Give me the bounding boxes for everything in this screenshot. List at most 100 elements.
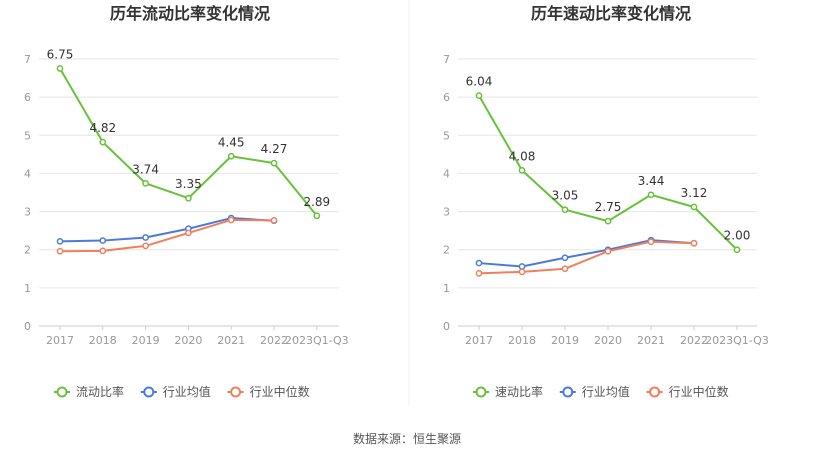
x-tick-label: 2022: [260, 334, 288, 347]
current-ratio-chart: 历年流动比率变化情况 0 1 2 3 4 5 6 7 2017 2018 2019 2020 2021 20…: [24, 4, 349, 399]
x-tick-label: 2023Q1-Q3: [285, 334, 349, 347]
data-source: 数据来源：恒生聚源: [353, 431, 461, 446]
data-point: [561, 206, 569, 214]
data-point: [604, 247, 612, 255]
data-point: [142, 179, 149, 187]
data-point: [561, 254, 569, 262]
data-label: 6.04: [466, 75, 493, 89]
y-tick-label: 6: [443, 91, 450, 104]
x-tick-label: 2018: [508, 334, 536, 347]
series-line: [478, 239, 695, 268]
data-point: [604, 217, 612, 225]
legend-item: 行业中位数: [227, 384, 310, 399]
legend-marker-icon: [143, 386, 155, 398]
legend-marker-icon: [230, 386, 242, 398]
data-point: [690, 203, 698, 211]
data-label: 6.75: [47, 48, 74, 62]
data-point: [561, 265, 569, 273]
x-tick-label: 2017: [46, 334, 74, 347]
legend-item: 行业中位数: [646, 384, 729, 399]
legend-label: 行业中位数: [669, 384, 729, 399]
data-point: [142, 242, 149, 250]
y-tick-label: 2: [24, 244, 31, 257]
data-point: [313, 212, 321, 220]
data-point: [518, 263, 526, 270]
data-point: [647, 238, 655, 246]
data-point: [475, 92, 483, 99]
data-label: 3.05: [552, 189, 579, 203]
series-line: [478, 95, 738, 251]
legend-label: 流动比率: [76, 384, 124, 399]
data-label: 4.45: [218, 135, 245, 149]
legend-label: 行业均值: [163, 384, 211, 399]
series-line: [478, 240, 695, 275]
data-point: [518, 167, 526, 174]
data-label: 2.00: [724, 229, 751, 243]
y-tick-label: 7: [443, 53, 450, 66]
legend-marker-icon: [562, 386, 574, 398]
data-point: [99, 237, 107, 244]
data-point: [185, 194, 192, 202]
x-tick-label: 2020: [594, 334, 622, 347]
x-tick-label: 2022: [680, 334, 708, 347]
x-tick-label: 2019: [132, 334, 160, 347]
x-tick-label: 2019: [551, 334, 579, 347]
y-tick-label: 7: [24, 53, 31, 66]
y-tick-label: 4: [443, 167, 450, 180]
x-tick-label: 2017: [465, 334, 493, 347]
chart-title: 历年速动比率变化情况: [531, 4, 691, 23]
data-label: 4.82: [89, 121, 116, 135]
quick-ratio-chart: 历年速动比率变化情况 0 1 2 3 4 5 6 7 2017 2018 2019 2020 2021 20…: [443, 4, 769, 399]
data-label: 4.27: [261, 142, 288, 156]
y-tick-label: 0: [443, 320, 450, 333]
data-point: [99, 247, 107, 255]
y-tick-label: 5: [443, 129, 450, 142]
y-tick-label: 2: [443, 244, 450, 257]
data-point: [690, 239, 698, 247]
y-tick-label: 0: [24, 320, 31, 333]
legend-item: 行业均值: [140, 384, 211, 399]
legend-label: 行业中位数: [250, 384, 310, 399]
data-point: [475, 270, 483, 277]
data-label: 3.12: [681, 186, 708, 200]
data-point: [227, 216, 235, 224]
chart-title: 历年流动比率变化情况: [110, 4, 270, 23]
legend-item: 流动比率: [54, 384, 124, 399]
legend-item: 速动比率: [473, 384, 543, 399]
data-point: [518, 268, 526, 276]
data-point: [647, 191, 655, 199]
data-label: 3.74: [132, 162, 159, 176]
data-point: [56, 247, 64, 255]
data-point: [142, 234, 149, 241]
legend-label: 速动比率: [495, 384, 543, 399]
y-tick-label: 1: [443, 282, 450, 295]
x-tick-label: 2021: [637, 334, 665, 347]
legend-marker-icon: [475, 386, 487, 398]
x-tick-label: 2023Q1-Q3: [705, 334, 769, 347]
data-point: [56, 65, 64, 72]
y-tick-label: 4: [24, 167, 31, 180]
data-point: [56, 237, 64, 245]
x-tick-label: 2018: [89, 334, 117, 347]
x-tick-label: 2021: [217, 334, 245, 347]
data-label: 2.89: [303, 195, 330, 209]
legend-item: 行业均值: [559, 384, 630, 399]
y-tick-label: 3: [443, 206, 450, 219]
series-line: [59, 217, 275, 243]
data-point: [99, 138, 107, 146]
legend-marker-icon: [649, 386, 661, 398]
data-label: 4.08: [509, 149, 536, 163]
data-point: [270, 159, 278, 167]
data-point: [227, 152, 235, 160]
data-point: [185, 229, 192, 237]
data-label: 3.44: [638, 174, 665, 188]
x-tick-label: 2020: [174, 334, 202, 347]
data-label: 3.35: [175, 177, 202, 191]
series-line: [59, 218, 275, 253]
legend-label: 行业均值: [582, 384, 630, 399]
data-label: 2.75: [595, 200, 622, 214]
y-tick-label: 6: [24, 91, 31, 104]
data-point: [475, 259, 483, 267]
y-tick-label: 1: [24, 282, 31, 295]
data-point: [733, 246, 741, 254]
